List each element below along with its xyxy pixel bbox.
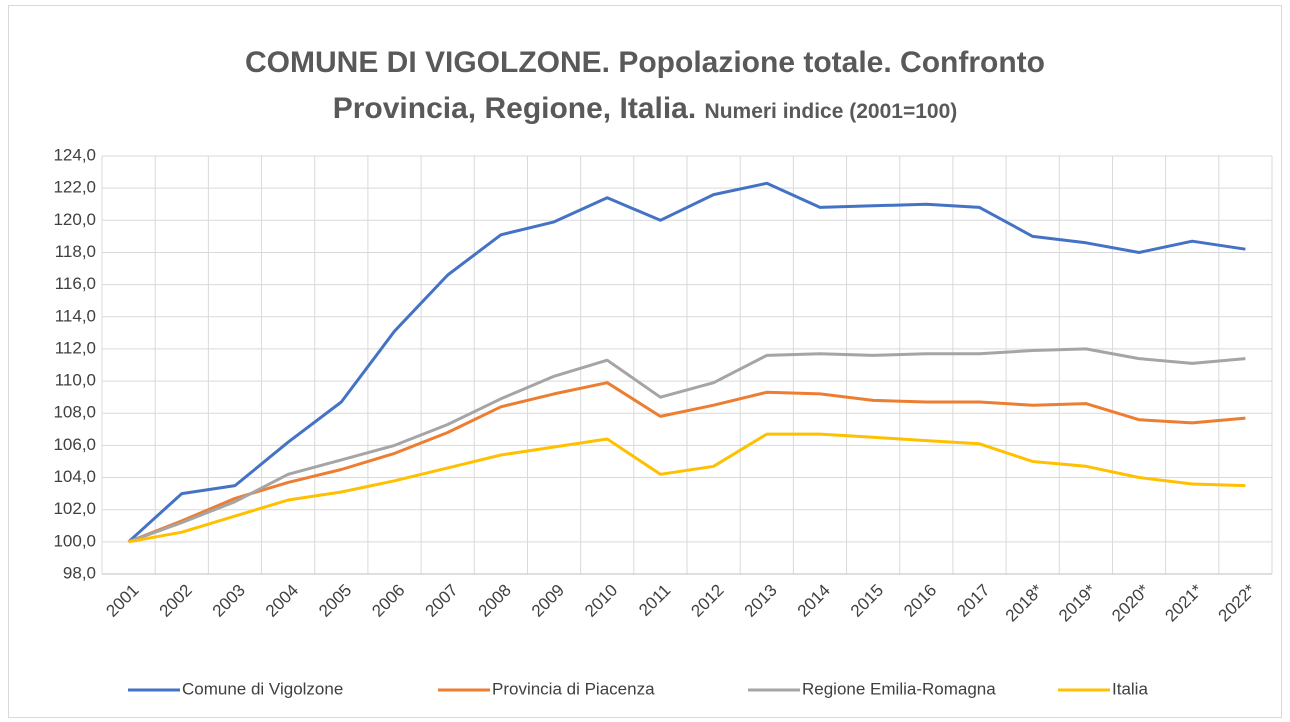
x-tick-label: 2011: [635, 581, 674, 620]
legend-label: Regione Emilia-Romagna: [802, 679, 996, 698]
y-tick-label: 122,0: [53, 178, 96, 197]
y-tick-label: 98,0: [63, 563, 96, 582]
x-tick-label: 2012: [687, 581, 727, 621]
x-tick-label: 2022*: [1215, 580, 1260, 625]
legend-label: Italia: [1112, 679, 1148, 698]
y-tick-label: 124,0: [53, 145, 96, 164]
y-tick-label: 118,0: [55, 242, 96, 261]
x-tick-label: 2006: [368, 581, 408, 621]
x-tick-label: 2008: [475, 581, 515, 621]
y-tick-label: 114,0: [55, 306, 96, 325]
x-tick-label: 2003: [209, 581, 249, 621]
chart-title: COMUNE DI VIGOLZONE. Popolazione totale.…: [245, 46, 1045, 125]
y-tick-label: 102,0: [53, 499, 96, 518]
x-tick-label: 2015: [847, 581, 887, 621]
y-tick-label: 110,0: [55, 371, 96, 390]
x-tick-label: 2005: [315, 581, 355, 621]
series-line: [128, 347, 1246, 544]
x-tick-label: 2001: [102, 581, 142, 621]
y-tick-label: 104,0: [53, 467, 96, 486]
x-tick-label: 2019*: [1055, 580, 1100, 625]
x-tick-label: 2020*: [1108, 580, 1153, 625]
x-tick-label: 2010: [581, 581, 621, 621]
x-tick-label: 2002: [156, 581, 196, 621]
chart-subtitle: Numeri indice (2001=100): [704, 100, 958, 123]
chart-title-block: COMUNE DI VIGOLZONE. Popolazione totale.…: [195, 40, 1095, 135]
legend-label: Provincia di Piacenza: [492, 679, 655, 698]
x-tick-label: 2021*: [1161, 580, 1206, 625]
series-line: [128, 432, 1246, 544]
x-tick-label: 2014: [794, 581, 834, 621]
x-tick-label: 2017: [953, 581, 993, 621]
x-tick-label: 2007: [421, 581, 461, 621]
y-tick-label: 112,0: [55, 338, 96, 357]
series-line: [128, 381, 1246, 544]
y-tick-label: 106,0: [53, 435, 96, 454]
chart-frame: [8, 5, 1282, 718]
y-tick-label: 100,0: [53, 531, 96, 550]
x-tick-label: 2013: [741, 581, 781, 621]
y-tick-label: 116,0: [55, 274, 96, 293]
x-tick-label: 2004: [262, 581, 302, 621]
y-tick-label: 120,0: [53, 210, 96, 229]
y-tick-label: 108,0: [53, 403, 96, 422]
legend-label: Comune di Vigolzone: [182, 679, 343, 698]
series-line: [127, 181, 1246, 543]
x-tick-label: 2009: [528, 581, 568, 621]
x-tick-label: 2018*: [1002, 580, 1047, 625]
x-tick-label: 2016: [900, 581, 940, 621]
